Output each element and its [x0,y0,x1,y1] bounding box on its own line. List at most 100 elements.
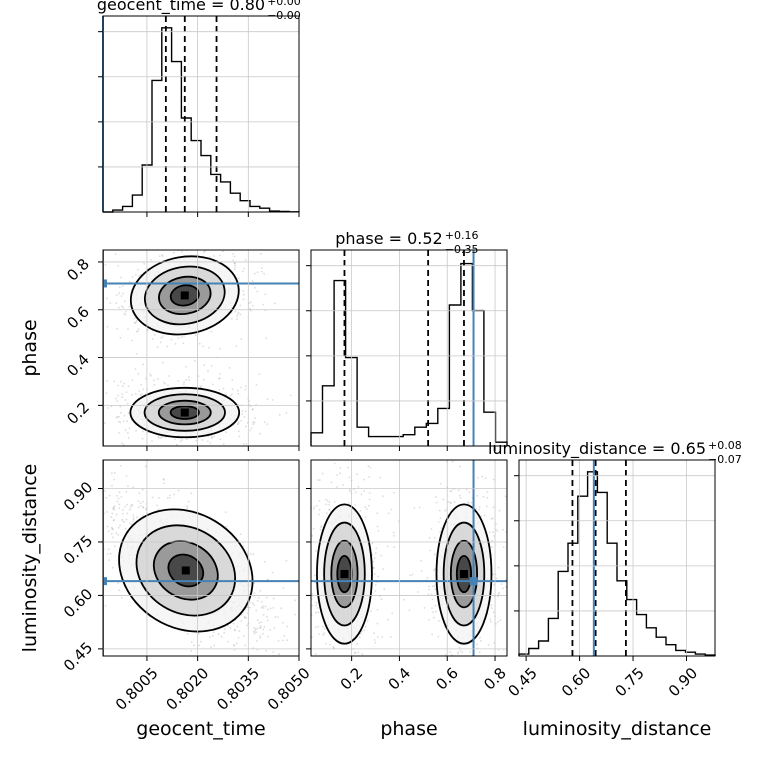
scatter-point [374,642,377,644]
scatter-point [252,553,255,556]
scatter-point [185,365,187,368]
scatter-point [489,618,492,621]
scatter-point [243,267,245,270]
scatter-point [260,621,263,623]
scatter-point [436,660,438,662]
scatter-point [359,510,362,512]
scatter-point [277,639,280,642]
scatter-point [272,597,275,600]
scatter-point [107,449,109,451]
scatter-point [106,380,109,382]
scatter-point [269,629,271,631]
scatter-point [304,520,306,522]
scatter-point [131,339,133,342]
scatter-point [490,546,493,548]
scatter-point [134,393,137,395]
scatter-point [223,631,226,634]
scatter-point [263,657,265,659]
scatter-point [315,611,317,614]
scatter-point [248,302,251,305]
scatter-point [142,388,145,391]
scatter-point [408,609,411,611]
scatter-point [266,616,268,618]
scatter-point [339,467,342,469]
contour-line [435,503,493,645]
scatter-point [163,381,165,384]
scatter-point [74,482,76,484]
scatter-point [243,416,246,418]
scatter-point [103,448,105,450]
scatter-point [115,397,117,400]
scatter-point [167,384,169,387]
scatter-point [237,277,240,280]
scatter-point [442,498,445,501]
scatter-point [371,554,374,557]
scatter-point [333,500,336,503]
scatter-point [232,644,235,646]
scatter-point [90,426,92,428]
scatter-point [185,438,188,441]
panel-frame [102,249,300,447]
scatter-point [186,507,189,510]
scatter-point [358,636,361,638]
scatter-point [114,253,117,256]
scatter-point [271,399,274,401]
title-sup-phase: +0.16 [445,229,479,242]
scatter-point [328,501,331,503]
scatter-point [162,478,165,480]
scatter-point [127,485,129,488]
scatter-point [316,607,319,609]
scatter-point [111,526,113,529]
scatter-point [116,500,119,503]
scatter-point [236,423,239,426]
scatter-point [315,505,318,507]
scatter-point [357,485,360,488]
scatter-point [242,293,245,296]
scatter-point [181,439,184,441]
scatter-point [274,616,277,618]
scatter-point [115,416,118,419]
scatter-point [238,421,240,424]
scatter-point [356,473,358,475]
scatter-point [153,220,155,222]
scatter-point [485,505,488,508]
scatter-point [229,394,232,397]
scatter-point [450,660,452,662]
scatter-point [218,377,220,380]
scatter-point [132,514,135,516]
scatter-point [153,384,156,386]
scatter-point [296,632,298,634]
scatter-point [140,383,143,386]
scatter-point [96,473,98,475]
tick-label-y-luminosity_distance: 0.75 [60,532,96,568]
scatter-point [131,379,134,382]
contour-line [135,524,237,617]
scatter-point [403,598,405,601]
scatter-point [123,313,126,315]
scatter-point [423,607,426,609]
scatter-point [290,620,292,622]
scatter-point [379,476,382,479]
scatter-point [263,272,265,275]
scatter-point [277,616,279,619]
scatter-point [213,455,215,457]
scatter-point [493,583,495,586]
scatter-point [200,640,202,643]
scatter-point [212,244,214,246]
scatter-point [315,626,317,629]
scatter-point [233,268,236,271]
scatter-point [99,428,101,430]
scatter-point [264,293,267,296]
scatter-point [118,507,120,509]
scatter-point [113,505,116,508]
scatter-point [109,302,112,304]
scatter-point [123,521,126,523]
scatter-point [449,502,452,504]
tick-label-x-phase: 0.6 [432,664,462,694]
scatter-point [250,238,252,240]
scatter-point [250,427,253,429]
scatter-point [490,518,493,520]
scatter-point [486,496,489,499]
scatter-point [332,658,334,660]
scatter-point [364,625,367,628]
